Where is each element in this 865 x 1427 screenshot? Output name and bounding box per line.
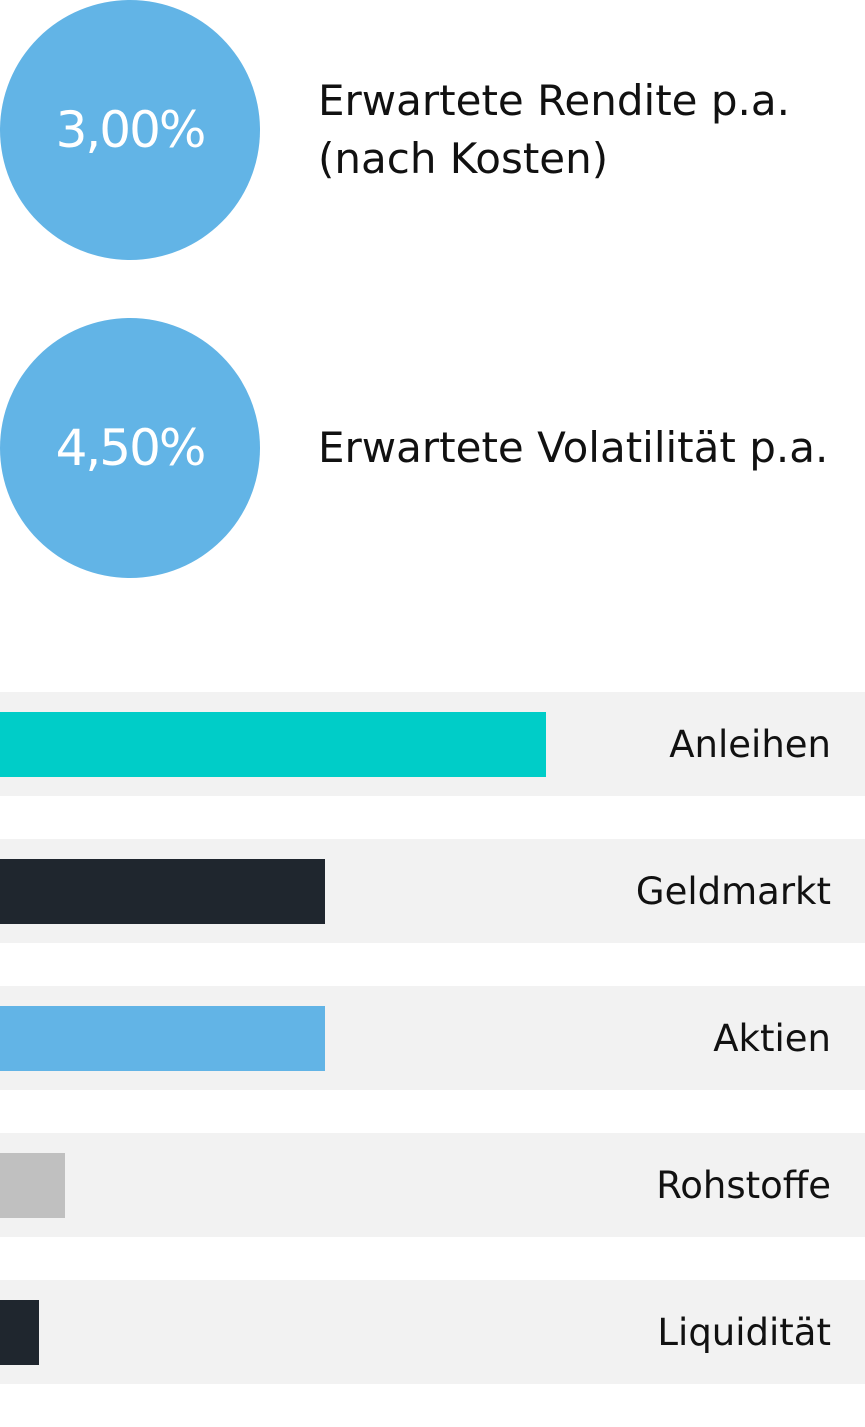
expected-return-metric: 3,00% Erwartete Rendite p.a. (nach Koste… — [0, 0, 865, 260]
allocation-row-rohstoffe: Rohstoffe — [0, 1133, 865, 1237]
allocation-label-anleihen: Anleihen — [669, 722, 831, 766]
allocation-label-rohstoffe: Rohstoffe — [656, 1163, 831, 1207]
expected-return-value: 3,00% — [55, 101, 207, 159]
allocation-row-anleihen: Anleihen — [0, 692, 865, 796]
allocation-label-liquiditaet: Liquidität — [657, 1310, 831, 1354]
allocation-row-liquiditaet: Liquidität — [0, 1280, 865, 1384]
expected-return-label: Erwartete Rendite p.a. (nach Kosten) — [318, 0, 858, 260]
allocation-label-aktien: Aktien — [713, 1016, 831, 1060]
allocation-bar-rohstoffe — [0, 1153, 65, 1218]
expected-return-label-line-1: Erwartete Rendite p.a. — [318, 76, 790, 125]
allocation-bar-aktien — [0, 1006, 325, 1071]
expected-volatility-label: Erwartete Volatilität p.a. — [318, 318, 858, 578]
expected-return-label-line-2: (nach Kosten) — [318, 134, 609, 183]
allocation-label-geldmarkt: Geldmarkt — [635, 869, 831, 913]
expected-volatility-circle: 4,50% — [0, 318, 260, 578]
allocation-row-geldmarkt: Geldmarkt — [0, 839, 865, 943]
allocation-bar-anleihen — [0, 712, 546, 777]
asset-allocation-chart: Anleihen Geldmarkt Aktien Rohstoffe Liqu… — [0, 692, 865, 1427]
expected-volatility-metric: 4,50% Erwartete Volatilität p.a. — [0, 318, 865, 578]
expected-volatility-value: 4,50% — [55, 419, 207, 477]
allocation-row-aktien: Aktien — [0, 986, 865, 1090]
expected-volatility-label-line-1: Erwartete Volatilität p.a. — [318, 423, 829, 472]
allocation-bar-liquiditaet — [0, 1300, 39, 1365]
allocation-bar-geldmarkt — [0, 859, 325, 924]
expected-return-circle: 3,00% — [0, 0, 260, 260]
